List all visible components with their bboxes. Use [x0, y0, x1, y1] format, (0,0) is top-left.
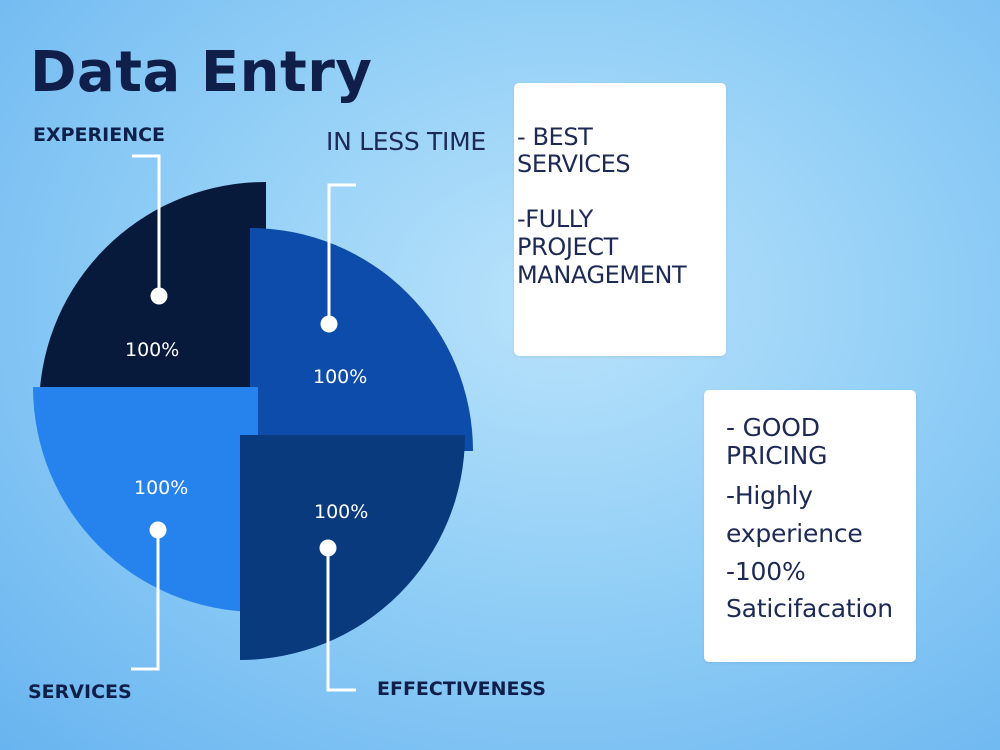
- percent-experience: 100%: [125, 339, 179, 361]
- card-line: SERVICES: [517, 150, 631, 178]
- card-line: -100%: [726, 557, 806, 586]
- percent-in-less-time: 100%: [313, 366, 367, 388]
- quadrant-experience: [40, 181, 266, 388]
- connector-in-less-time: [327, 183, 356, 324]
- connector-services: [131, 530, 160, 671]
- quadrant-services: [33, 387, 258, 612]
- card-line: experience: [726, 519, 863, 548]
- card-line: - BEST: [517, 123, 593, 151]
- label-experience: EXPERIENCE: [33, 124, 166, 146]
- card-line: MANAGEMENT: [517, 261, 687, 289]
- tagline: IN LESS TIME: [326, 127, 486, 156]
- card-line: -Highly: [726, 481, 813, 510]
- label-effectiveness: EFFECTIVENESS: [377, 678, 546, 700]
- connector-effectiveness: [326, 548, 356, 692]
- percent-effectiveness: 100%: [314, 501, 368, 523]
- info-card-services: - BEST SERVICES -FULLY PROJECT MANAGEMEN…: [514, 83, 726, 356]
- connector-experience: [132, 154, 161, 296]
- connector-dot-experience: [150, 287, 168, 305]
- card-line: PROJECT: [517, 233, 618, 261]
- connector-dot-services: [149, 521, 167, 539]
- percent-services: 100%: [134, 477, 188, 499]
- card-line: Saticifacation: [726, 594, 893, 623]
- card-line: -FULLY: [517, 205, 593, 233]
- card-line: - GOOD: [726, 413, 820, 442]
- quadrant-effectiveness: [240, 435, 465, 660]
- connector-dot-in-less-time: [320, 315, 338, 333]
- page-title: Data Entry: [30, 40, 373, 105]
- label-services: SERVICES: [28, 681, 132, 703]
- connector-dot-effectiveness: [319, 539, 337, 557]
- info-card-pricing: - GOOD PRICING -Highly experience -100% …: [704, 390, 916, 662]
- card-line: PRICING: [726, 441, 828, 470]
- quadrant-in-less-time: [250, 228, 473, 451]
